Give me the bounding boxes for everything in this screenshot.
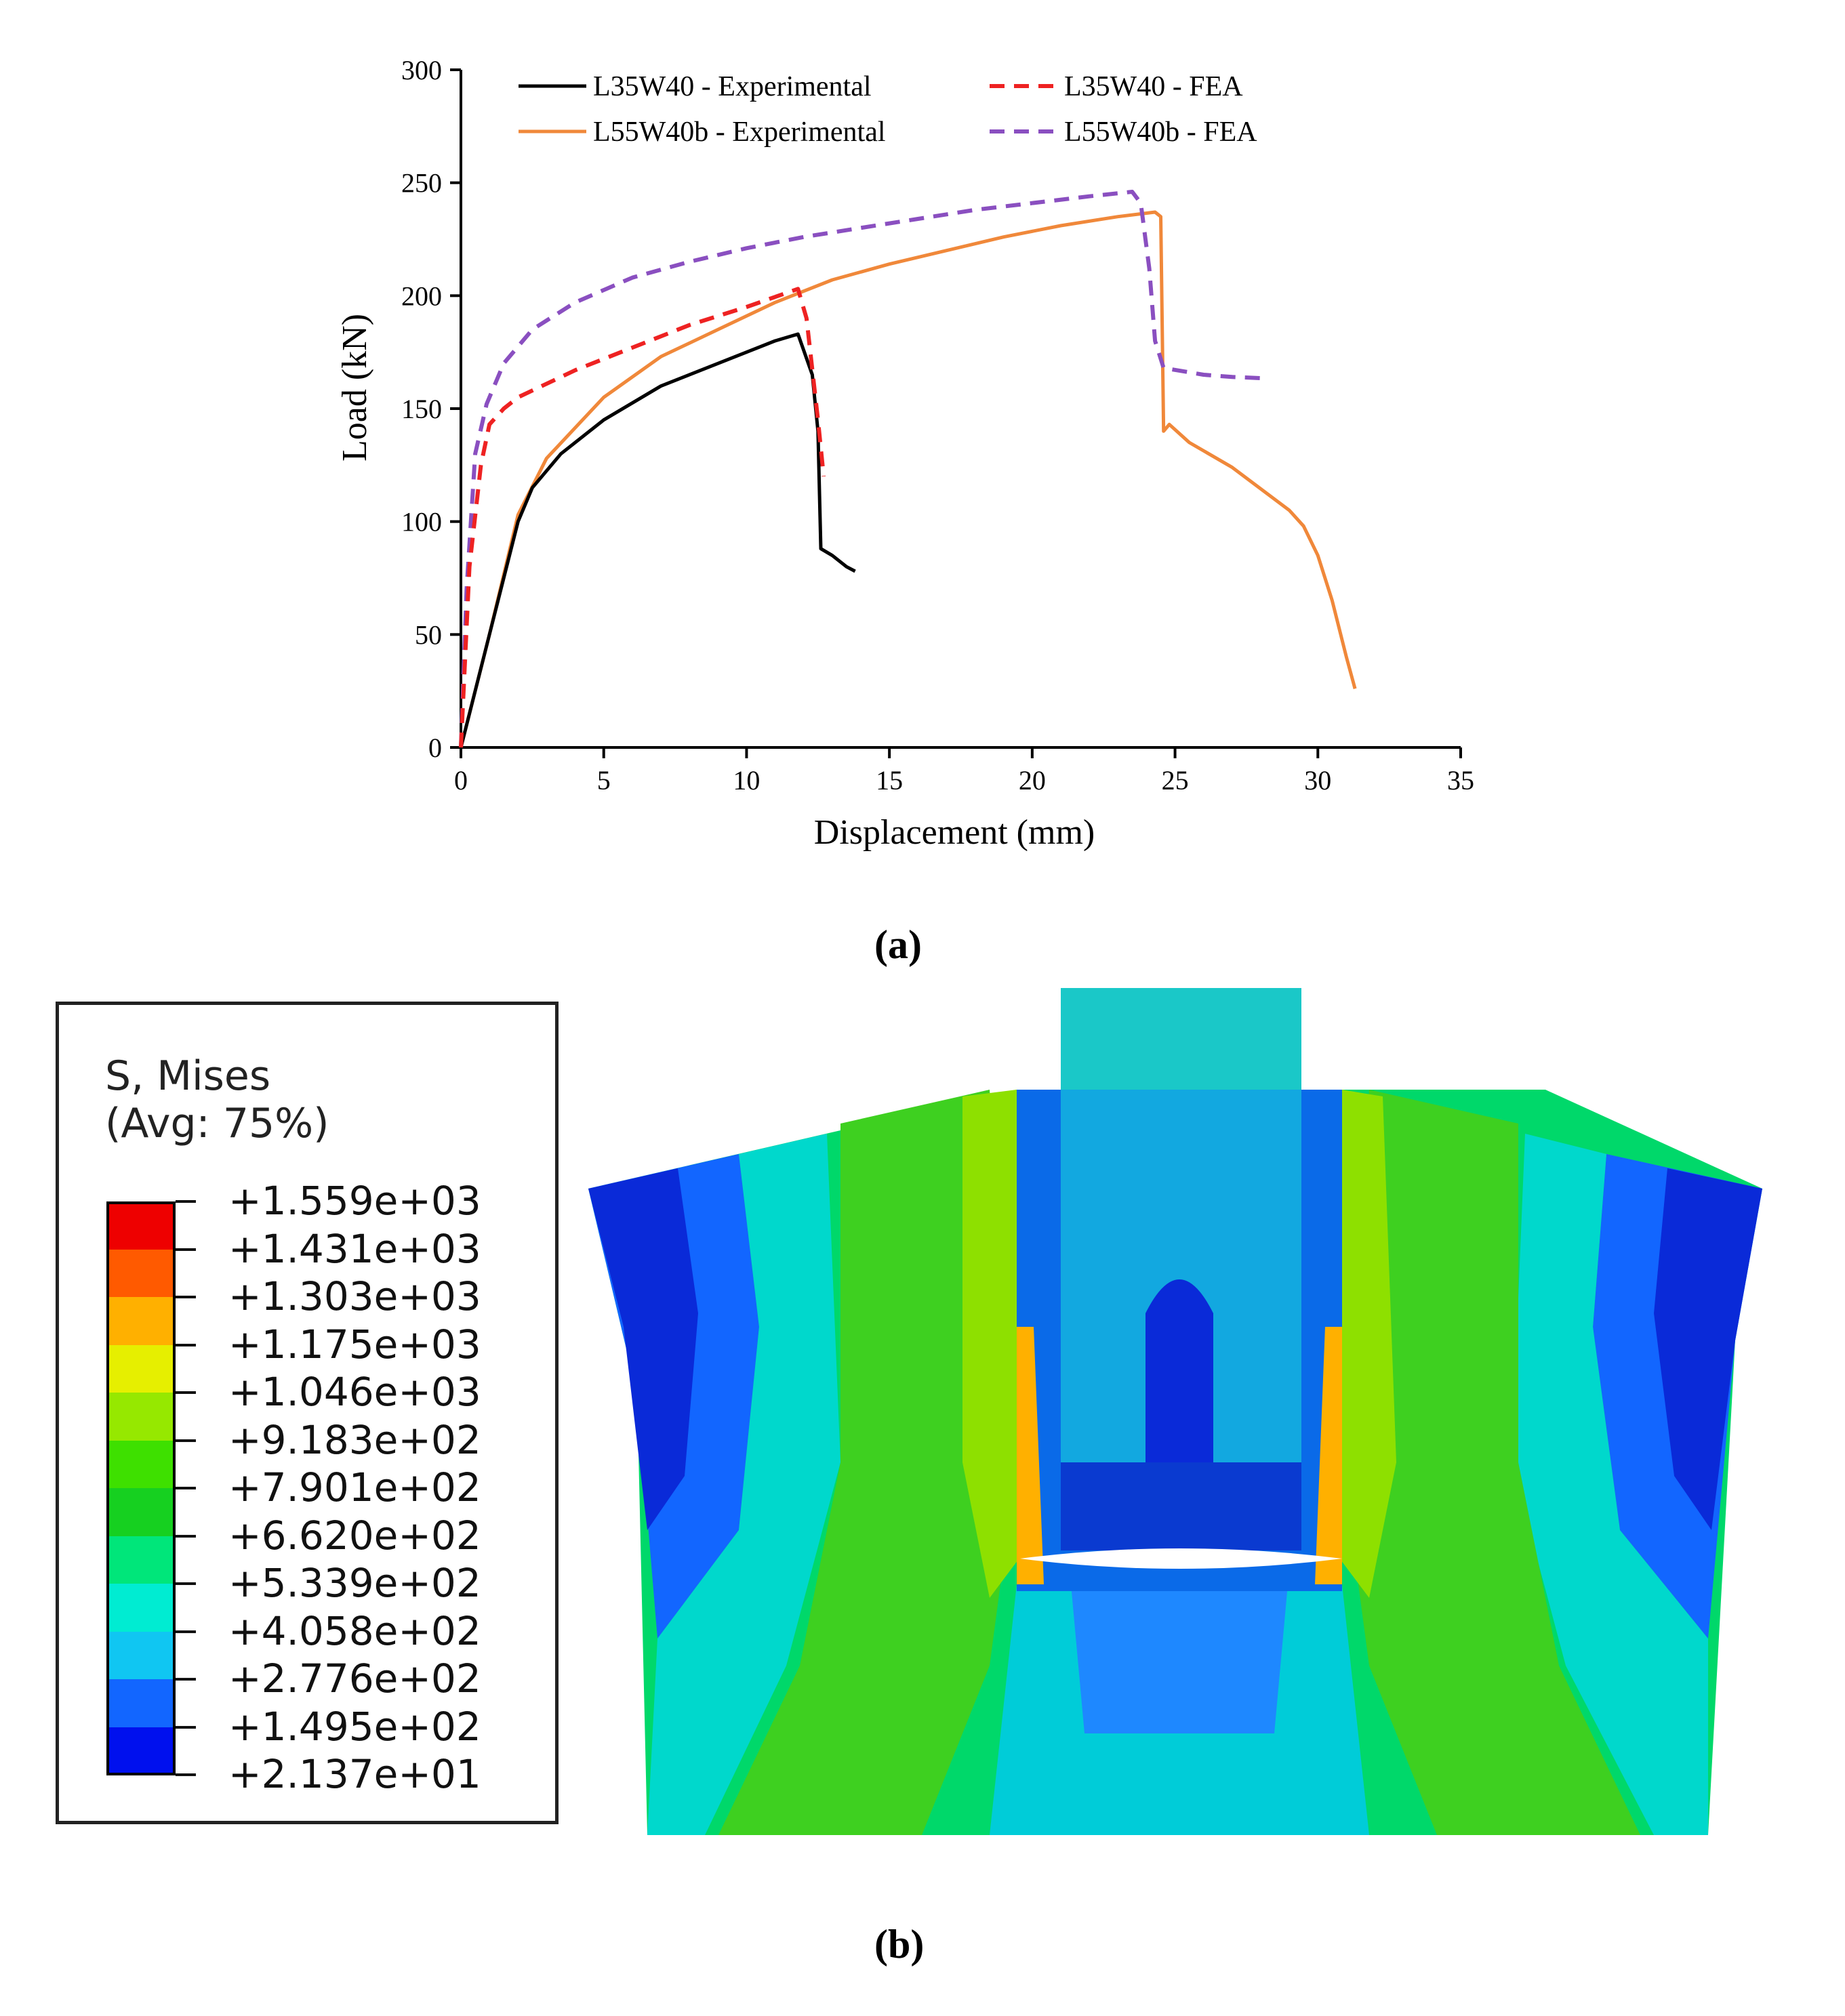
stress-legend-swatch <box>106 1679 176 1728</box>
y-tick-label: 300 <box>401 55 442 85</box>
y-tick-label: 150 <box>401 394 442 424</box>
stress-legend-swatch <box>106 1393 176 1441</box>
fea-stress-contour <box>588 988 1762 1835</box>
stress-legend-swatch <box>106 1201 176 1250</box>
y-tick-label: 200 <box>401 281 442 311</box>
stress-legend-swatch <box>106 1344 176 1393</box>
stress-legend-swatch <box>106 1488 176 1537</box>
stress-legend-title: S, Mises <box>105 1052 271 1100</box>
stress-legend-value: +9.183e+02 <box>228 1416 481 1463</box>
left-cyan-band <box>647 1134 840 1835</box>
left-hot-edge <box>1017 1327 1044 1584</box>
panel-b-label: (b) <box>874 1922 925 1967</box>
stress-legend-value: +1.495e+02 <box>228 1703 481 1750</box>
stress-legend-tick <box>176 1630 196 1633</box>
legend-label: L35W40 - Experimental <box>593 71 872 102</box>
y-tick-label: 50 <box>415 619 442 650</box>
y-tick-label: 0 <box>428 733 442 763</box>
lower-center-blue <box>1071 1584 1288 1733</box>
x-tick-label: 10 <box>733 765 760 796</box>
panel-a-label: (a) <box>874 922 922 967</box>
chart-axes: 0 5 10 15 20 25 30 35 0 50 100 150 200 250 300 <box>401 55 1474 796</box>
x-tick-label: 15 <box>876 765 903 796</box>
stress-legend-value: +4.058e+02 <box>228 1607 481 1654</box>
stress-legend-swatch <box>106 1584 176 1632</box>
x-tick-label: 20 <box>1019 765 1046 796</box>
web-plate-dark-core <box>1145 1279 1213 1462</box>
stress-legend: S, Mises (Avg: 75%) +1.559e+03 +1.431e+03… <box>56 1002 559 1824</box>
x-axis-label: Displacement (mm) <box>814 813 1095 852</box>
series-line-l35w40-fea <box>459 287 826 748</box>
right-hot-edge <box>1315 1327 1342 1584</box>
y-axis-label: Load (kN) <box>336 314 374 461</box>
left-navy-band <box>588 1168 698 1530</box>
web-plate-top-stub <box>1061 988 1301 1090</box>
stress-legend-tick <box>176 1343 196 1346</box>
y-tick-label: 250 <box>401 168 442 199</box>
series-line-l35w40-experimental <box>459 332 856 748</box>
stress-legend-tick <box>176 1200 196 1203</box>
stress-legend-value: +1.046e+03 <box>228 1369 481 1415</box>
chart-legend: L35W40 - Experimental L35W40 - FEA L55W40b… <box>519 71 1257 148</box>
stress-legend-tick <box>176 1582 196 1585</box>
stress-legend-value: +6.620e+02 <box>228 1512 481 1559</box>
series-line-l55w40b-fea <box>459 190 1261 748</box>
stress-legend-tick <box>176 1439 196 1442</box>
stress-legend-value: +2.776e+02 <box>228 1655 481 1702</box>
series-line-l55w40b-experimental <box>459 210 1357 748</box>
stress-legend-swatch <box>106 1631 176 1680</box>
stress-legend-value: +1.431e+03 <box>228 1225 481 1272</box>
y-tick-label: 100 <box>401 507 442 537</box>
legend-label: L35W40 - FEA <box>1064 71 1243 102</box>
stress-legend-tick <box>176 1391 196 1394</box>
stress-legend-swatch <box>106 1536 176 1584</box>
stress-legend-value: +1.175e+03 <box>228 1321 481 1367</box>
right-navy-band <box>1654 1168 1762 1530</box>
x-tick-label: 5 <box>597 765 611 796</box>
stress-legend-value: +1.559e+03 <box>228 1178 481 1224</box>
right-green-zone <box>1342 1090 1640 1835</box>
x-tick-label: 30 <box>1304 765 1331 796</box>
stress-legend-tick <box>176 1296 196 1298</box>
x-tick-label: 0 <box>454 765 468 796</box>
stress-legend-tick <box>176 1773 196 1776</box>
stress-legend-tick <box>176 1534 196 1538</box>
chart-series-layer <box>459 190 1357 748</box>
load-displacement-chart: 0 5 10 15 20 25 30 35 0 50 100 150 200 250 300 L35W40 … <box>336 55 1474 852</box>
stress-legend-value: +7.901e+02 <box>228 1464 481 1510</box>
stress-legend-swatch <box>106 1727 176 1775</box>
web-plate-bottom-band <box>1061 1462 1301 1550</box>
stress-legend-swatch <box>106 1297 176 1346</box>
stress-legend-value: +2.137e+01 <box>228 1751 481 1797</box>
stress-legend-value: +1.303e+03 <box>228 1273 481 1319</box>
stress-legend-subtitle: (Avg: 75%) <box>105 1100 329 1147</box>
stress-legend-tick <box>176 1678 196 1681</box>
x-tick-label: 25 <box>1162 765 1189 796</box>
weld-crack <box>1020 1548 1342 1569</box>
right-cyan-band <box>1512 1134 1708 1835</box>
left-green-zone <box>718 1090 1017 1835</box>
x-tick-label: 35 <box>1447 765 1474 796</box>
legend-label: L55W40b - Experimental <box>593 117 886 148</box>
stress-legend-tick <box>176 1725 196 1729</box>
left-lightgreen-zone <box>962 1090 1030 1598</box>
stress-legend-swatch <box>106 1440 176 1489</box>
stress-legend-swatch <box>106 1249 176 1298</box>
right-lightgreen-zone <box>1329 1090 1396 1598</box>
stress-legend-value: +5.339e+02 <box>228 1560 481 1606</box>
stress-legend-tick <box>176 1248 196 1251</box>
legend-label: L55W40b - FEA <box>1064 117 1257 148</box>
stress-legend-tick <box>176 1487 196 1489</box>
